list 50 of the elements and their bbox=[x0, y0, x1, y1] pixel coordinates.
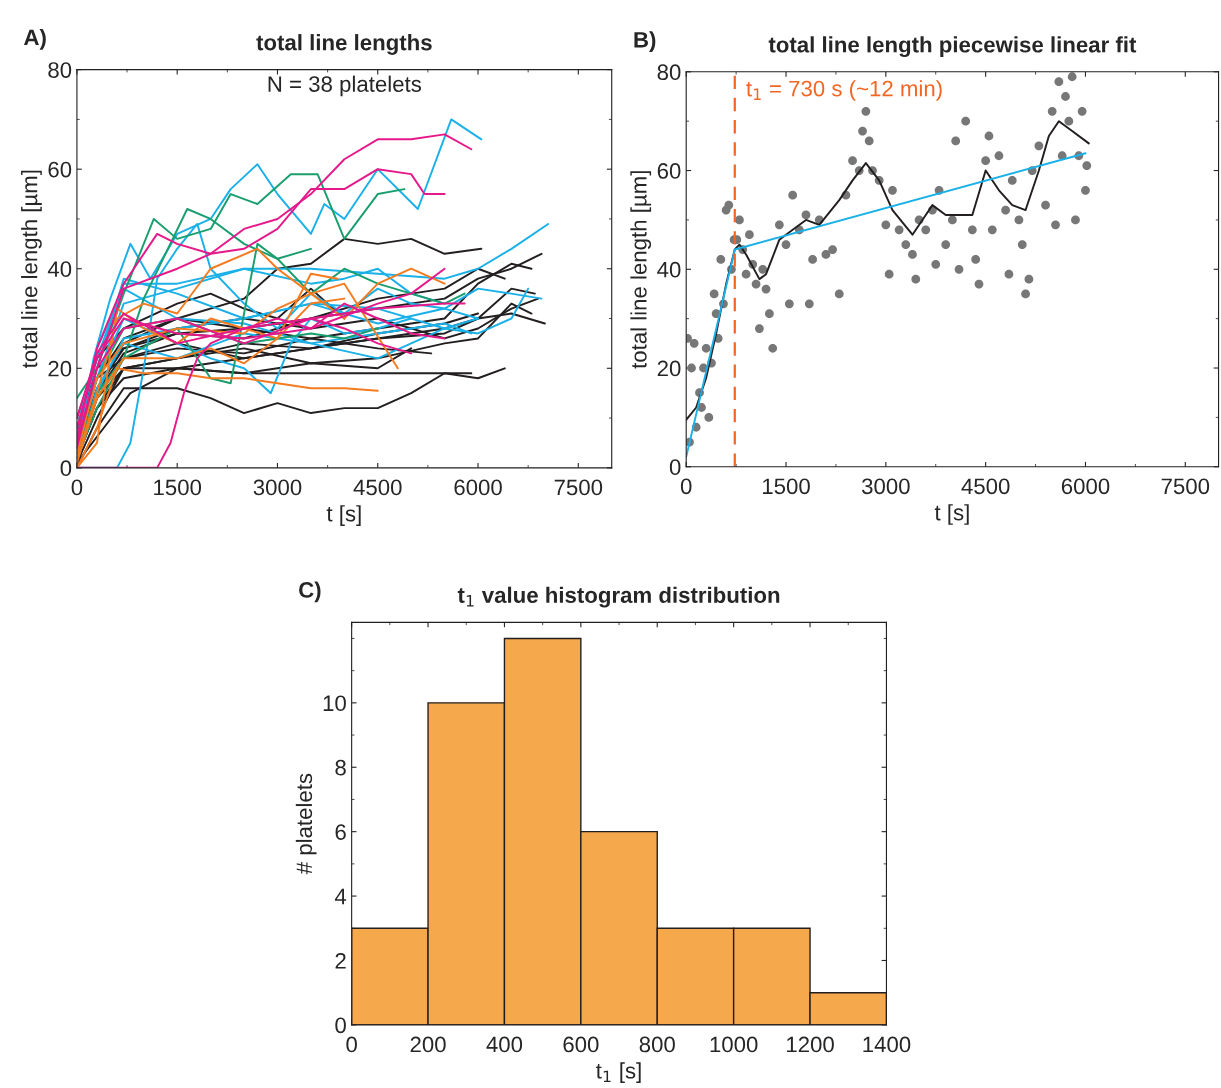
chart-title: t$_{1}$ value histogram distribution bbox=[457, 586, 780, 608]
x-tick-label: 6000 bbox=[1061, 478, 1110, 495]
y-tick-label: 0 bbox=[335, 1017, 346, 1034]
y-tick-label: 60 bbox=[657, 163, 681, 179]
x-tick-label: 0 bbox=[680, 478, 692, 495]
x-tick-label: 1200 bbox=[787, 1036, 834, 1053]
x-tick-label: 7500 bbox=[554, 479, 603, 496]
y-tick-label: 20 bbox=[657, 360, 681, 377]
x-axis-title: t [s] bbox=[934, 504, 969, 525]
y-axis-title: # platelets bbox=[295, 773, 317, 875]
y-tick-label: 4 bbox=[334, 888, 347, 905]
y-axis-title: total line length [µm] bbox=[21, 170, 42, 369]
x-tick-label: 200 bbox=[410, 1036, 446, 1053]
y-tick-label: 10 bbox=[323, 695, 346, 712]
y-tick-label: 80 bbox=[48, 62, 72, 78]
y-tick-label: 40 bbox=[657, 261, 681, 278]
y-axis-title: total line length [µm] bbox=[630, 171, 652, 369]
ref-line-label: t$_{1}$ = 730 s (~12 min) bbox=[746, 80, 942, 101]
y-tick-label: 0 bbox=[669, 459, 681, 476]
text: B) bbox=[634, 31, 656, 53]
y-tick-label: 20 bbox=[48, 360, 72, 377]
chart-title: total line lengths bbox=[256, 34, 432, 55]
chart-title: total line length piecewise linear fit bbox=[768, 36, 1137, 58]
y-tick-label: 80 bbox=[657, 64, 681, 81]
x-tick-label: 0 bbox=[71, 479, 83, 496]
x-tick-label: 0 bbox=[346, 1036, 357, 1053]
x-tick-label: 800 bbox=[639, 1036, 675, 1053]
x-axis-title: t [s] bbox=[326, 505, 361, 526]
y-tick-label: 40 bbox=[47, 261, 72, 278]
x-tick-label: 1000 bbox=[710, 1036, 758, 1053]
x-tick-label: 7500 bbox=[1161, 478, 1210, 495]
y-tick-label: 8 bbox=[335, 759, 346, 776]
y-tick-label: 60 bbox=[48, 161, 72, 178]
text: A) bbox=[24, 29, 46, 50]
x-tick-label: 1500 bbox=[154, 479, 202, 496]
x-tick-label: 3000 bbox=[861, 478, 910, 495]
x-tick-label: 600 bbox=[563, 1036, 599, 1053]
x-tick-label: 4500 bbox=[961, 478, 1010, 495]
x-tick-label: 6000 bbox=[454, 479, 502, 496]
y-tick-label: 0 bbox=[60, 460, 72, 477]
x-tick-label: 4500 bbox=[353, 479, 402, 496]
annotation: N = 38 platelets bbox=[268, 75, 422, 97]
y-tick-label: 6 bbox=[335, 824, 346, 840]
x-tick-label: 1400 bbox=[863, 1036, 911, 1053]
x-tick-label: 1500 bbox=[763, 478, 810, 495]
y-tick-label: 2 bbox=[335, 953, 346, 969]
x-axis-title: t$_{1}$ [s] bbox=[596, 1062, 641, 1083]
x-tick-label: 400 bbox=[486, 1036, 523, 1053]
text: C) bbox=[299, 581, 321, 603]
x-tick-label: 3000 bbox=[253, 479, 302, 496]
